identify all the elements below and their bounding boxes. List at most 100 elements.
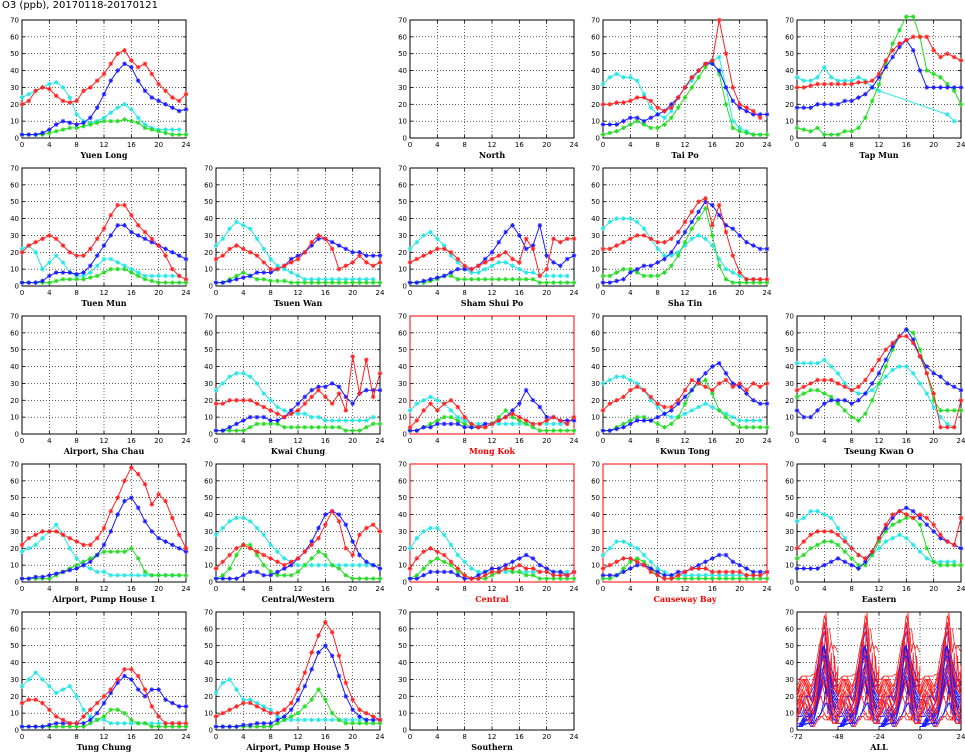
data-point-cyan — [108, 110, 114, 116]
y-tick-label: 40 — [398, 659, 407, 667]
data-point-red — [628, 236, 633, 242]
data-point-red — [163, 720, 168, 726]
y-tick-label: 60 — [10, 477, 19, 485]
data-point-blue — [88, 559, 93, 565]
data-point-cyan — [220, 525, 226, 531]
data-point-blue — [883, 357, 889, 363]
x-tick-label: 12 — [100, 141, 109, 149]
data-point-green — [350, 280, 355, 285]
data-point-red — [40, 700, 45, 706]
data-point-red — [842, 384, 848, 390]
x-tick-label: 8 — [655, 141, 659, 149]
data-point-cyan — [822, 64, 827, 70]
data-point-red — [247, 545, 253, 551]
x-tick-label: 12 — [294, 733, 303, 741]
data-point-blue — [523, 246, 529, 252]
data-point-red — [621, 556, 626, 561]
data-point-blue — [883, 64, 889, 70]
x-tick-label: 16 — [321, 585, 330, 593]
x-tick-label: 24 — [957, 141, 965, 149]
data-point-blue — [227, 278, 232, 284]
data-point-red — [40, 529, 45, 534]
data-point-green — [428, 559, 433, 565]
data-point-red — [282, 414, 287, 420]
data-point-red — [88, 707, 93, 713]
data-point-cyan — [835, 371, 841, 376]
y-tick-label: 70 — [785, 609, 794, 617]
x-tick-label: 20 — [154, 289, 163, 297]
data-point-green — [607, 273, 613, 279]
data-point-green — [441, 414, 447, 420]
data-point-green — [842, 549, 848, 554]
data-point-red — [74, 539, 79, 544]
overlay-line-blue — [797, 645, 838, 727]
data-point-green — [958, 408, 964, 413]
data-point-green — [924, 545, 930, 551]
data-point-red — [435, 408, 440, 413]
x-tick-label: 16 — [515, 141, 524, 149]
data-point-red — [675, 95, 681, 100]
data-point-blue — [309, 667, 314, 672]
data-point-blue — [455, 266, 461, 272]
data-point-blue — [876, 371, 882, 376]
data-point-red — [176, 273, 182, 279]
data-point-blue — [696, 209, 701, 215]
data-point-blue — [241, 722, 246, 728]
data-point-red — [129, 58, 134, 63]
data-point-red — [60, 98, 66, 104]
data-point-green — [703, 206, 708, 211]
data-point-cyan — [730, 270, 736, 275]
data-point-red — [655, 572, 660, 578]
x-tick-label: 4 — [47, 289, 52, 297]
data-point-blue — [815, 101, 820, 107]
x-tick-label: -24 — [873, 733, 885, 741]
data-point-green — [634, 414, 640, 420]
data-point-red — [856, 384, 861, 390]
data-point-red — [26, 243, 32, 248]
data-point-green — [135, 273, 141, 279]
data-point-blue — [323, 643, 328, 649]
data-point-red — [510, 411, 515, 417]
data-point-blue — [904, 505, 909, 511]
y-tick-label: 10 — [204, 710, 213, 718]
data-point-red — [869, 367, 875, 373]
data-point-red — [489, 256, 495, 262]
data-point-blue — [737, 233, 742, 238]
data-point-red — [503, 249, 508, 255]
x-tick-label: 16 — [515, 289, 524, 297]
data-point-green — [336, 280, 342, 285]
data-point-red — [904, 512, 909, 517]
data-point-cyan — [108, 572, 114, 578]
data-point-cyan — [607, 377, 613, 383]
data-point-red — [455, 256, 461, 262]
data-point-red — [441, 401, 447, 406]
data-point-red — [19, 542, 25, 548]
data-point-blue — [19, 576, 25, 581]
x-tick-label: 0 — [601, 289, 605, 297]
panel-frame — [409, 167, 575, 287]
y-tick-label: 60 — [204, 625, 213, 633]
panel-label: Causeway Bay — [653, 594, 716, 604]
data-point-green — [958, 562, 964, 568]
y-tick-label: 30 — [591, 84, 600, 92]
data-point-red — [122, 667, 127, 672]
data-point-blue — [115, 223, 120, 228]
data-point-green — [288, 424, 294, 430]
data-point-green — [176, 572, 182, 578]
y-tick-label: 40 — [785, 363, 794, 371]
panel-label: Airport, Pump House 5 — [245, 742, 349, 752]
data-point-green — [876, 381, 882, 386]
x-tick-label: 8 — [74, 289, 78, 297]
data-point-cyan — [808, 360, 813, 366]
data-point-red — [183, 276, 189, 282]
y-tick-label: 20 — [398, 545, 407, 553]
data-point-red — [323, 522, 328, 527]
data-point-red — [710, 223, 715, 228]
data-point-green — [551, 428, 556, 433]
x-tick-label: 0 — [795, 585, 799, 593]
data-point-blue — [751, 397, 756, 403]
data-point-red — [19, 101, 25, 107]
data-point-cyan — [275, 549, 280, 554]
data-point-cyan — [323, 562, 328, 568]
data-point-red — [81, 542, 86, 548]
